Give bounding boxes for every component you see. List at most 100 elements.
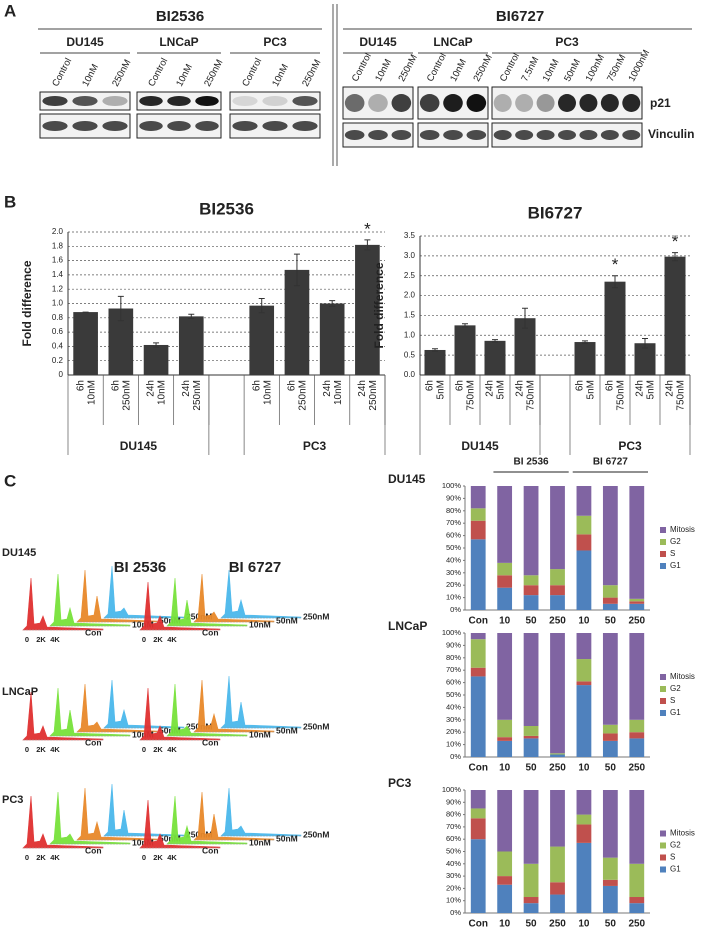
- band: [419, 94, 440, 112]
- histogram: [220, 675, 302, 729]
- histogram: [76, 569, 158, 623]
- band: [368, 94, 388, 112]
- bar-segment: [602, 597, 618, 604]
- bar-segment: [550, 754, 565, 757]
- histogram: [166, 683, 248, 737]
- x-tick-label: 250nM: [368, 380, 379, 411]
- legend-label: G1: [670, 708, 681, 717]
- bar-segment: [602, 879, 618, 886]
- y-tick-label: 60%: [446, 678, 461, 687]
- axis-label: 0: [25, 853, 29, 862]
- band: [344, 94, 365, 112]
- legend-label: G1: [670, 561, 681, 570]
- error-bar: [293, 253, 300, 287]
- band: [391, 130, 412, 140]
- lane-label: 250nM: [202, 58, 225, 89]
- y-tick-label: 1.4: [52, 270, 64, 279]
- axis-label: 4K: [167, 745, 177, 754]
- histogram: [22, 577, 104, 631]
- y-tick-label: 90%: [446, 640, 461, 649]
- lane-label: 10nM: [373, 57, 394, 83]
- bar-segment: [602, 585, 618, 598]
- bar-segment: [576, 842, 592, 913]
- x-tick-label: 24h: [322, 380, 333, 397]
- histogram: [103, 783, 185, 837]
- band: [600, 130, 619, 140]
- bar-segment: [523, 486, 539, 576]
- bar-segment: [629, 598, 645, 602]
- band: [493, 94, 512, 112]
- bar-segment: [576, 659, 592, 682]
- band: [622, 130, 641, 140]
- y-tick-label: 80%: [446, 506, 461, 515]
- significance: *: [612, 255, 619, 274]
- bar-segment: [576, 633, 592, 660]
- histogram: [22, 795, 104, 849]
- bar-segment: [523, 903, 539, 913]
- x-tick-label: 250: [549, 919, 566, 930]
- axis-label: 4K: [167, 635, 177, 644]
- row-label: LNCaP: [2, 686, 38, 698]
- bar-segment: [523, 595, 539, 610]
- y-tick-label: 30%: [446, 871, 461, 880]
- band: [443, 130, 463, 140]
- error-bar: [117, 295, 124, 322]
- trace-label: 50nM: [276, 833, 298, 843]
- bar: [454, 325, 476, 375]
- significance: *: [672, 232, 679, 251]
- bar-segment: [470, 639, 486, 668]
- y-tick-label: 20%: [446, 883, 461, 892]
- trace-label: 10nM: [132, 619, 154, 629]
- axis-label: 2K: [153, 745, 163, 754]
- histogram: [139, 799, 221, 849]
- histogram: [76, 683, 158, 733]
- y-tick-label: 70%: [446, 665, 461, 674]
- axis-label: 4K: [50, 853, 60, 862]
- y-tick-label: 50%: [446, 690, 461, 699]
- y-tick-label: 3.5: [404, 231, 416, 240]
- trace-label: 50nM: [276, 615, 298, 625]
- bar-segment: [576, 790, 592, 815]
- bar-segment: [497, 587, 513, 610]
- x-tick-label: 24h: [146, 380, 157, 397]
- histogram: [220, 787, 302, 837]
- x-tick-label: Con: [468, 919, 487, 930]
- y-tick-label: 50%: [446, 846, 461, 855]
- bar-segment: [470, 633, 486, 640]
- x-tick-label: 10: [578, 763, 590, 774]
- lane-label: 250nM: [110, 58, 133, 89]
- bar-segment: [470, 808, 486, 819]
- histogram: [103, 679, 185, 729]
- band: [536, 130, 555, 140]
- bar-segment: [550, 790, 565, 847]
- bar-segment: [602, 486, 618, 586]
- header: BI 2536: [514, 457, 549, 468]
- cell-name: LNCaP: [159, 35, 198, 49]
- band: [622, 94, 641, 112]
- header: BI 6727: [593, 457, 628, 468]
- lane-label: Control: [425, 51, 449, 83]
- legend-label: G1: [670, 865, 681, 874]
- x-tick-label: 250nM: [298, 380, 309, 411]
- x-tick-label: 50: [526, 919, 538, 930]
- bar-segment: [576, 824, 592, 843]
- bar-segment: [629, 897, 645, 904]
- protein-label: Vinculin: [648, 127, 694, 141]
- axis-label: 0: [25, 745, 29, 754]
- row-label: DU145: [2, 547, 36, 559]
- bar: [73, 312, 98, 375]
- bar-segment: [470, 508, 486, 521]
- bar-segment: [550, 486, 565, 570]
- error-bar: [522, 307, 528, 329]
- trace-label: 250nM: [303, 829, 329, 839]
- bar-segment: [629, 790, 645, 864]
- y-tick-label: 0.0: [404, 370, 416, 379]
- lane-label: 250nM: [471, 53, 494, 84]
- bar-segment: [576, 534, 592, 551]
- group-label: DU145: [461, 439, 499, 453]
- x-tick-label: 750nM: [616, 380, 627, 411]
- panel-label: A: [4, 1, 16, 20]
- band: [443, 94, 463, 112]
- band: [368, 130, 388, 140]
- bar-segment: [523, 726, 539, 736]
